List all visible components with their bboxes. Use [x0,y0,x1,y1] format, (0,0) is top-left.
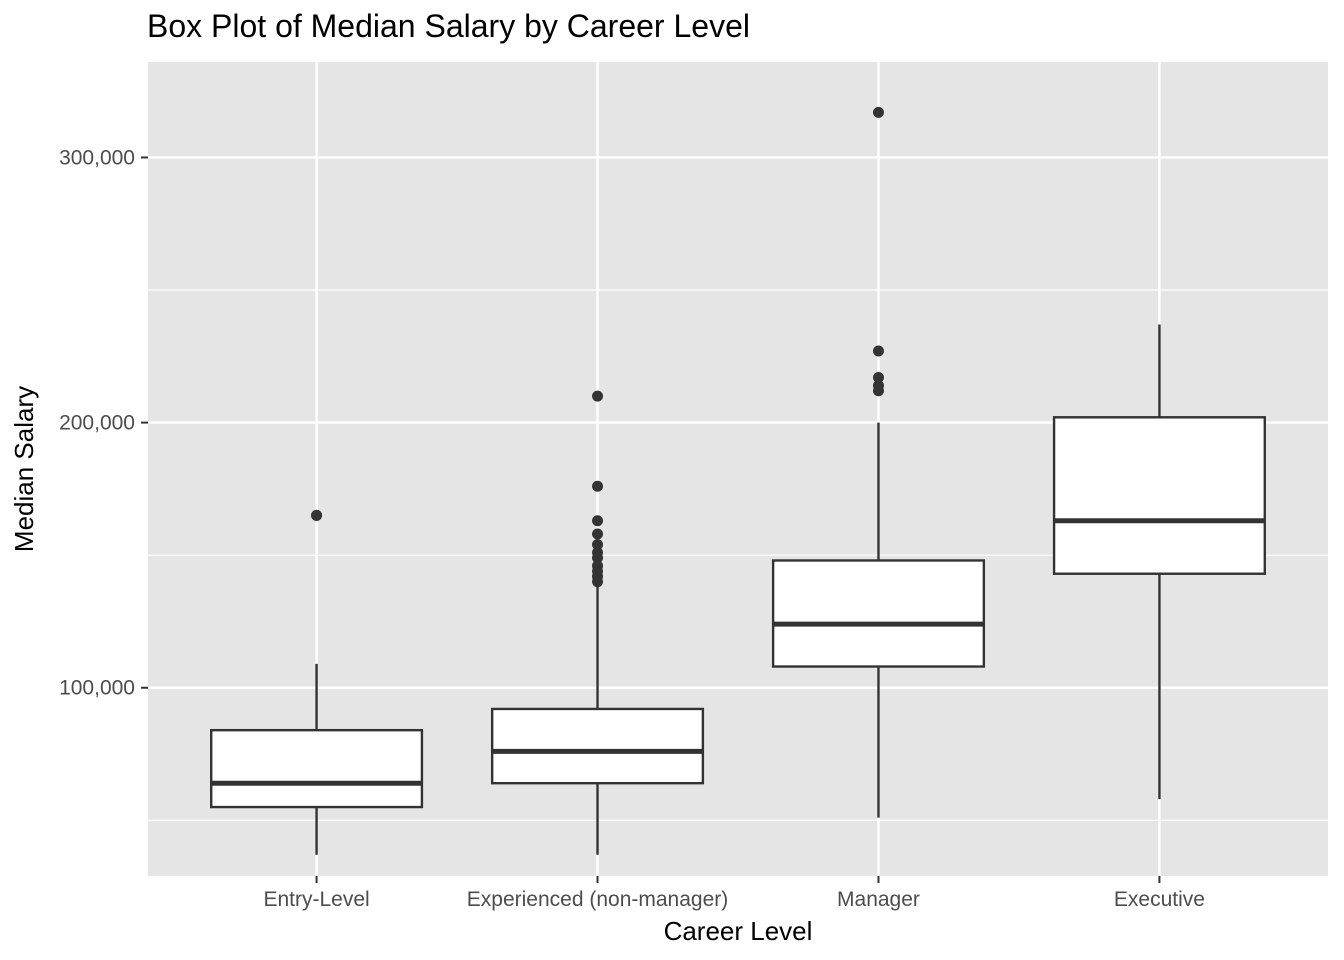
outlier-point [592,515,604,527]
box-group [771,106,986,818]
outlier-point [592,528,604,540]
box-group [490,390,705,855]
x-tick-label: Entry-Level [263,888,369,911]
outlier-point [872,106,884,118]
box-group [210,509,424,855]
axes: 100,000 200,000 300,000 Entry-Level Experien… [59,146,1205,911]
outlier-point [872,372,884,384]
x-tick-label: Experienced (non-manager) [467,888,728,911]
outlier-point [872,345,884,357]
box-group [1052,324,1266,800]
box-iqr [771,559,986,668]
x-axis-title: Career Level [664,916,813,946]
outlier-point [592,480,604,492]
outlier-point [592,547,604,559]
y-tick-label: 200,000 [59,412,135,435]
outlier-point [592,560,604,572]
boxes [210,106,1266,855]
y-tick-label: 100,000 [59,677,135,700]
outlier-point [872,379,884,391]
outlier-point [592,539,604,551]
box-iqr [490,707,705,785]
x-tick-label: Executive [1114,888,1205,911]
chart-title: Box Plot of Median Salary by Career Leve… [147,8,750,44]
y-axis-title: Median Salary [9,386,39,552]
outlier-point [311,509,323,521]
x-tick-label: Manager [837,888,920,911]
outlier-point [592,390,604,402]
y-tick-label: 300,000 [59,146,135,169]
box-iqr [210,728,424,809]
box-iqr [1052,416,1266,575]
